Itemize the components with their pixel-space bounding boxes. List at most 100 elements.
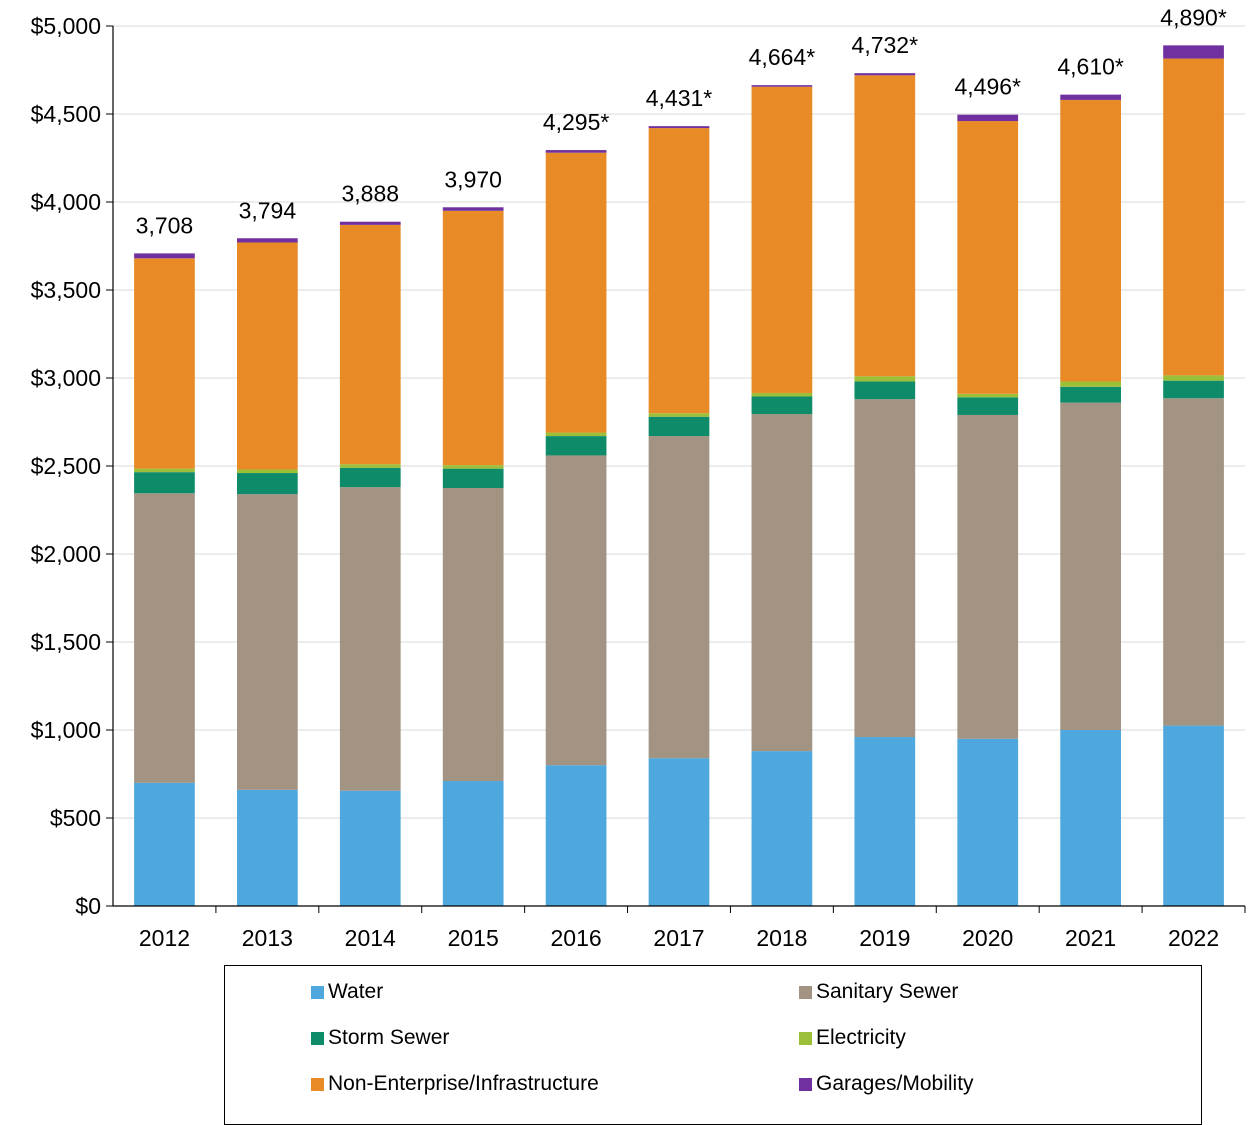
bar-segment-garages-mobility-2022 [1163,45,1224,59]
bar-segment-non-enterprise-infrastructure-2012 [134,258,195,469]
total-label-2016: 4,295* [543,109,610,135]
bar-segment-storm-sewer-2020 [957,397,1019,415]
bar-segment-water-2019 [854,737,916,906]
bar-segment-electricity-2013 [237,469,298,474]
bar-segment-electricity-2022 [1163,375,1224,381]
total-label-2019: 4,732* [852,32,919,58]
bar-segment-electricity-2017 [648,413,710,417]
bar-segment-garages-mobility-2019 [854,73,916,76]
legend-item-water: Water [311,978,383,1006]
bar-segment-non-enterprise-infrastructure-2017 [648,128,710,414]
bar-segment-garages-mobility-2014 [339,221,401,225]
y-tick-label: $500 [50,805,101,831]
bar-segment-garages-mobility-2013 [237,238,298,243]
bar-segment-storm-sewer-2022 [1163,380,1224,399]
y-tick-label: $0 [75,893,101,919]
bar-segment-sanitary-sewer-2022 [1163,398,1224,726]
bar-segment-electricity-2020 [957,393,1019,398]
x-tick-label-2015: 2015 [448,925,499,951]
y-tick-label: $2,500 [31,453,101,479]
legend-item-storm-sewer: Storm Sewer [311,1024,449,1052]
bar-segment-non-enterprise-infrastructure-2018 [751,86,813,393]
y-tick-label: $2,000 [31,541,101,567]
bar-segment-non-enterprise-infrastructure-2014 [339,224,401,465]
bar-segment-water-2021 [1060,730,1121,906]
bars [134,45,1224,906]
total-label-2014: 3,888 [341,181,399,207]
bar-segment-water-2015 [442,781,504,906]
bar-segment-water-2017 [648,758,710,906]
bar-segment-sanitary-sewer-2012 [134,493,195,783]
x-tick-label-2021: 2021 [1065,925,1116,951]
x-tick-label-2014: 2014 [345,925,396,951]
x-tick-label-2022: 2022 [1168,925,1219,951]
x-tick-label-2018: 2018 [756,925,807,951]
bar-segment-garages-mobility-2020 [957,114,1019,122]
bar-segment-sanitary-sewer-2019 [854,399,916,738]
bar-segment-sanitary-sewer-2017 [648,436,710,759]
bar-segment-electricity-2018 [751,392,813,397]
bar-segment-non-enterprise-infrastructure-2020 [957,121,1019,394]
total-label-2013: 3,794 [239,197,297,223]
bar-segment-non-enterprise-infrastructure-2015 [442,210,504,466]
x-tick-label-2012: 2012 [139,925,190,951]
y-tick-label: $4,500 [31,101,101,127]
bar-segment-garages-mobility-2016 [545,150,607,153]
bar-segment-storm-sewer-2016 [545,436,607,456]
bar-segment-non-enterprise-infrastructure-2019 [854,75,916,377]
bar-segment-sanitary-sewer-2016 [545,455,607,766]
bar-segment-storm-sewer-2012 [134,472,195,494]
bar-segment-storm-sewer-2013 [237,473,298,495]
legend-label: Storm Sewer [328,1026,450,1049]
bar-segment-non-enterprise-infrastructure-2022 [1163,58,1224,376]
bar-segment-storm-sewer-2014 [339,467,401,488]
legend-item-electricity: Electricity [799,1024,906,1052]
legend-swatch [799,1031,812,1045]
legend-label: Garages/Mobility [816,1072,974,1095]
bar-segment-water-2012 [134,782,195,906]
bar-segment-garages-mobility-2017 [648,126,710,129]
y-tick-label: $4,000 [31,189,101,215]
legend-label: Water [328,980,384,1003]
bar-segment-electricity-2021 [1060,381,1121,387]
legend-swatch [799,1077,812,1091]
total-label-2012: 3,708 [136,212,194,238]
x-tick-label-2017: 2017 [653,925,704,951]
stacked-bar-chart: $0 $500 $1,000 $1,500 $2,000 $2,500 $3,000 $3,5… [31,4,1246,951]
total-label-2022: 4,890* [1160,4,1227,30]
bar-segment-sanitary-sewer-2018 [751,414,813,752]
bar-segment-water-2016 [545,765,607,906]
legend-item-garages-mobility: Garages/Mobility [799,1070,974,1098]
bar-segment-storm-sewer-2018 [751,396,813,415]
bar-segment-garages-mobility-2021 [1060,94,1121,100]
total-label-2018: 4,664* [749,44,816,70]
bar-segment-storm-sewer-2021 [1060,386,1121,403]
bar-segment-garages-mobility-2018 [751,85,813,87]
y-tick-label: $3,500 [31,277,101,303]
total-label-2020: 4,496* [954,74,1021,100]
y-tick-label: $1,500 [31,629,101,655]
bar-segment-garages-mobility-2012 [134,253,195,259]
bar-segment-garages-mobility-2015 [442,207,504,211]
legend-item-sanitary-sewer: Sanitary Sewer [799,978,958,1006]
bar-segment-sanitary-sewer-2020 [957,414,1019,739]
x-tick-label-2016: 2016 [551,925,602,951]
legend: Water Sanitary Sewer Storm Sewer Electricit… [224,965,1202,1125]
x-tick-label-2019: 2019 [859,925,910,951]
y-tick-label: $3,000 [31,365,101,391]
bar-segment-water-2020 [957,738,1019,906]
bar-segment-water-2018 [751,751,813,906]
bar-segment-storm-sewer-2015 [442,468,504,488]
bar-segment-electricity-2015 [442,465,504,469]
x-axis: 2012 2013 2014 2015 2016 2017 2018 2019 2020 2021… [113,905,1246,951]
bar-segment-non-enterprise-infrastructure-2021 [1060,99,1121,382]
bar-segment-non-enterprise-infrastructure-2016 [545,152,607,433]
bar-segment-sanitary-sewer-2021 [1060,402,1121,730]
legend-swatch [311,1031,324,1045]
bar-segment-non-enterprise-infrastructure-2013 [237,242,298,470]
bar-segment-water-2014 [339,790,401,906]
bar-segment-sanitary-sewer-2015 [442,488,504,782]
bar-segment-electricity-2016 [545,432,607,437]
legend-item-non-enterprise-infrastructure: Non-Enterprise/Infrastructure [311,1070,599,1098]
y-axis: $0 $500 $1,000 $1,500 $2,000 $2,500 $3,000 $3,5… [31,13,114,919]
